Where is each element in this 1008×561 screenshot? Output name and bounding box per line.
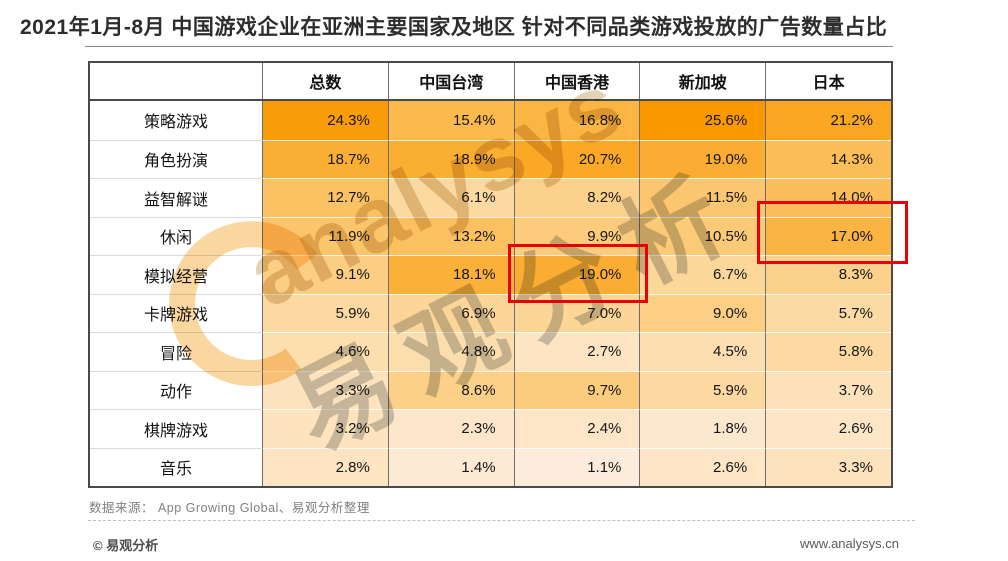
table-cell: 18.9%	[387, 139, 514, 178]
table-cell: 8.6%	[387, 370, 514, 409]
table-cell: 13.2%	[387, 216, 514, 255]
table-row: 休闲 11.9% 13.2% 9.9% 10.5% 17.0%	[90, 216, 891, 255]
table-cell: 1.8%	[639, 409, 766, 448]
table-cell: 9.1%	[262, 255, 388, 294]
table-cell: 3.7%	[765, 370, 891, 409]
table-cell: 2.3%	[387, 409, 514, 448]
page-title: 2021年1月-8月 中国游戏企业在亚洲主要国家及地区 针对不同品类游戏投放的广…	[20, 16, 888, 39]
table-cell: 2.8%	[262, 447, 388, 486]
table-cell: 11.9%	[262, 216, 388, 255]
row-label: 冒险	[90, 332, 262, 371]
table-cell: 24.3%	[262, 101, 388, 140]
title-divider	[85, 46, 893, 47]
corner-cell	[90, 63, 262, 99]
row-label: 休闲	[90, 216, 262, 255]
row-label: 模拟经营	[90, 255, 262, 294]
row-label: 角色扮演	[90, 139, 262, 178]
table-cell: 6.1%	[387, 178, 514, 217]
table-cell: 18.1%	[387, 255, 514, 294]
table-row: 音乐 2.8% 1.4% 1.1% 2.6% 3.3%	[90, 447, 891, 486]
table-cell: 2.6%	[639, 447, 766, 486]
highlight-box-hongkong-19	[508, 244, 648, 303]
row-label: 卡牌游戏	[90, 293, 262, 332]
table-cell: 9.9%	[513, 216, 640, 255]
row-label: 策略游戏	[90, 101, 262, 140]
table-cell: 8.2%	[513, 178, 640, 217]
table-header-row: 总数 中国台湾 中国香港 新加坡 日本	[90, 63, 891, 101]
table-row: 策略游戏 24.3% 15.4% 16.8% 25.6% 21.2%	[90, 101, 891, 140]
table-cell: 17.0%	[765, 216, 891, 255]
table-cell: 21.2%	[765, 101, 891, 140]
column-header: 总数	[262, 63, 388, 99]
table-cell: 18.7%	[262, 139, 388, 178]
table-cell: 6.7%	[639, 255, 766, 294]
table-cell: 12.7%	[262, 178, 388, 217]
row-label: 音乐	[90, 447, 262, 486]
table-row: 冒险 4.6% 4.8% 2.7% 4.5% 5.8%	[90, 332, 891, 371]
table-cell: 5.8%	[765, 332, 891, 371]
table-cell: 1.4%	[387, 447, 514, 486]
table-cell: 19.0%	[513, 255, 640, 294]
table-row: 益智解谜 12.7% 6.1% 8.2% 11.5% 14.0%	[90, 178, 891, 217]
table-cell: 5.7%	[765, 293, 891, 332]
table-cell: 2.7%	[513, 332, 640, 371]
row-label: 动作	[90, 370, 262, 409]
table-cell: 15.4%	[387, 101, 514, 140]
column-header: 中国台湾	[387, 63, 514, 99]
table-cell: 2.6%	[765, 409, 891, 448]
table-cell: 4.6%	[262, 332, 388, 371]
table-cell: 2.4%	[513, 409, 640, 448]
table-cell: 25.6%	[639, 101, 766, 140]
table-cell: 5.9%	[639, 370, 766, 409]
table-cell: 14.3%	[765, 139, 891, 178]
table-cell: 9.0%	[639, 293, 766, 332]
table-cell: 11.5%	[639, 178, 766, 217]
table-cell: 10.5%	[639, 216, 766, 255]
table-cell: 14.0%	[765, 178, 891, 217]
column-header: 中国香港	[513, 63, 640, 99]
copyright-label: © 易观分析	[93, 538, 159, 553]
highlight-box-japan-17	[757, 201, 908, 264]
table-cell: 3.3%	[765, 447, 891, 486]
table-row: 棋牌游戏 3.2% 2.3% 2.4% 1.8% 2.6%	[90, 409, 891, 448]
column-header: 日本	[765, 63, 891, 99]
table-cell: 5.9%	[262, 293, 388, 332]
table-cell: 6.9%	[387, 293, 514, 332]
column-header: 新加坡	[639, 63, 766, 99]
row-label: 棋牌游戏	[90, 409, 262, 448]
table-cell: 20.7%	[513, 139, 640, 178]
table-cell: 7.0%	[513, 293, 640, 332]
table-cell: 3.3%	[262, 370, 388, 409]
website-link[interactable]: www.analysys.cn	[800, 536, 899, 551]
table-cell: 1.1%	[513, 447, 640, 486]
table-row: 动作 3.3% 8.6% 9.7% 5.9% 3.7%	[90, 370, 891, 409]
heatmap-table: 总数 中国台湾 中国香港 新加坡 日本 策略游戏 24.3% 15.4% 16.8% 25.6% 2…	[88, 61, 893, 488]
table-row: 角色扮演 18.7% 18.9% 20.7% 19.0% 14.3%	[90, 139, 891, 178]
table-cell: 16.8%	[513, 101, 640, 140]
table-cell: 9.7%	[513, 370, 640, 409]
table-cell: 3.2%	[262, 409, 388, 448]
table-cell: 19.0%	[639, 139, 766, 178]
row-label: 益智解谜	[90, 178, 262, 217]
data-source-note: 数据来源： App Growing Global、易观分析整理	[89, 501, 370, 515]
table-row: 卡牌游戏 5.9% 6.9% 7.0% 9.0% 5.7%	[90, 293, 891, 332]
table-cell: 4.5%	[639, 332, 766, 371]
table-cell: 4.8%	[387, 332, 514, 371]
footer-divider	[88, 520, 915, 521]
